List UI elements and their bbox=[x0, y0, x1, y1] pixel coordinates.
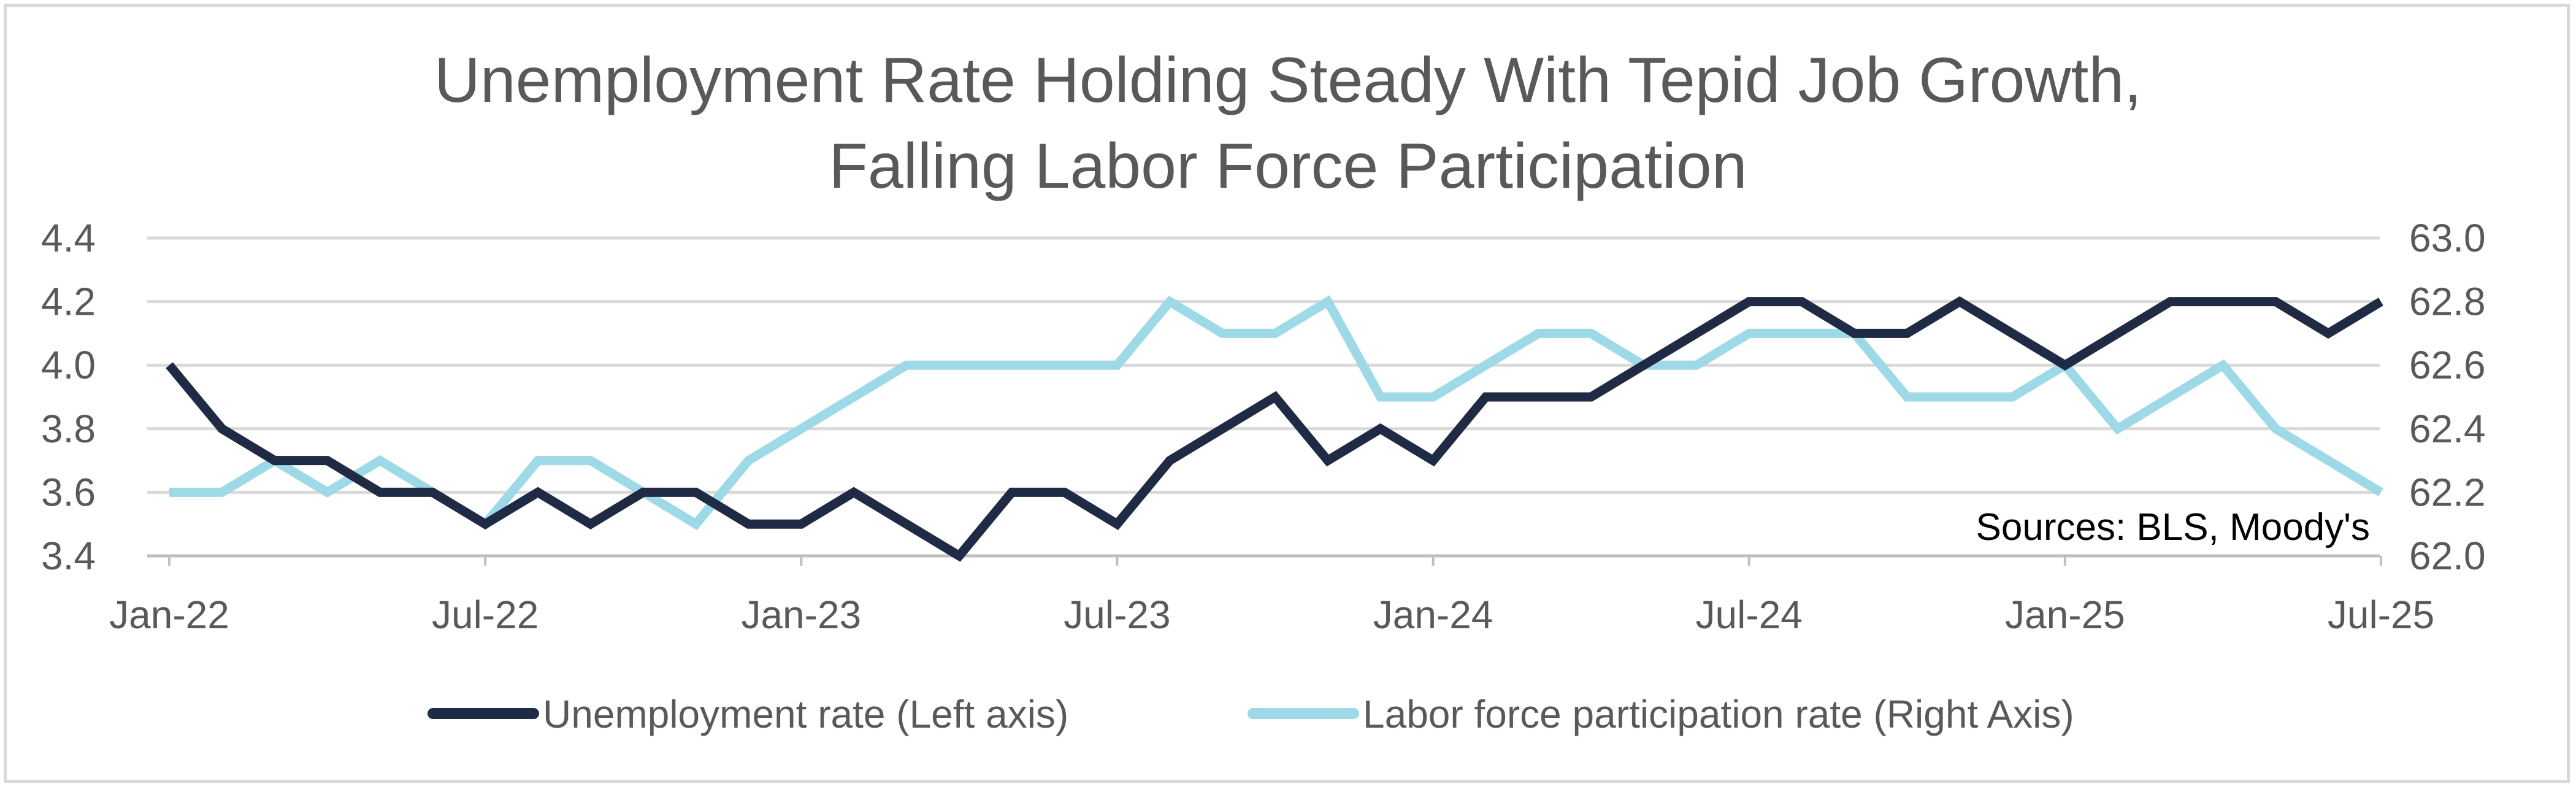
x-axis: Jan-22 Jul-22 Jan-23 Jul-23 Jan-24 Jul-24 Jan-… bbox=[109, 556, 2434, 637]
y-axis-right: 62.0 62.2 62.4 62.6 62.8 63.0 bbox=[2409, 216, 2486, 578]
y-right-tick-label: 62.6 bbox=[2409, 343, 2486, 387]
x-tick-label: Jan-24 bbox=[1373, 593, 1493, 637]
gridlines bbox=[147, 236, 2380, 558]
x-tick-label: Jan-22 bbox=[109, 593, 229, 637]
y-right-tick-label: 62.8 bbox=[2409, 280, 2486, 324]
x-tick-label: Jul-25 bbox=[2328, 593, 2434, 637]
y-left-tick-label: 3.8 bbox=[41, 407, 96, 451]
series-line-unemployment bbox=[166, 296, 2383, 562]
x-tick-label: Jul-22 bbox=[432, 593, 539, 637]
y-right-tick-label: 62.4 bbox=[2409, 407, 2486, 451]
y-left-tick-label: 3.6 bbox=[41, 470, 96, 514]
x-tick-label: Jan-25 bbox=[2005, 593, 2125, 637]
series-line-participation bbox=[169, 295, 2383, 530]
source-note: Sources: BLS, Moody's bbox=[1976, 506, 2370, 548]
legend-label-participation: Labor force participation rate (Right Ax… bbox=[1363, 692, 2074, 736]
y-left-tick-label: 3.4 bbox=[41, 534, 96, 578]
y-right-tick-label: 63.0 bbox=[2409, 216, 2486, 260]
y-right-tick-label: 62.2 bbox=[2409, 470, 2486, 514]
y-axis-left: 3.4 3.6 3.8 4.0 4.2 4.4 bbox=[41, 216, 96, 578]
series-lines bbox=[166, 295, 2383, 562]
x-tick-label: Jul-24 bbox=[1696, 593, 1803, 637]
y-left-tick-label: 4.4 bbox=[41, 216, 96, 260]
y-left-tick-label: 4.0 bbox=[41, 343, 96, 387]
legend-label-unemployment: Unemployment rate (Left axis) bbox=[543, 692, 1068, 736]
legend: Unemployment rate (Left axis) Labor forc… bbox=[427, 692, 2074, 736]
y-left-tick-label: 4.2 bbox=[41, 280, 96, 324]
chart-title-line-2: Falling Labor Force Participation bbox=[829, 131, 1747, 202]
y-right-tick-label: 62.0 bbox=[2409, 534, 2486, 578]
chart-frame bbox=[4, 4, 2570, 783]
x-tick-label: Jul-23 bbox=[1064, 593, 1170, 637]
x-tick-label: Jan-23 bbox=[741, 593, 861, 637]
chart-title-line-1: Unemployment Rate Holding Steady With Te… bbox=[434, 45, 2142, 116]
